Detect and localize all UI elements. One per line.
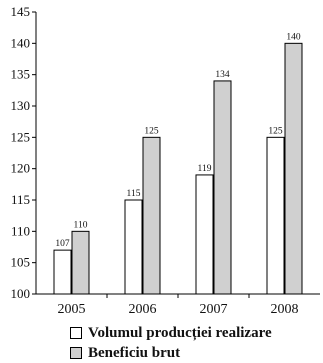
bar-1 — [266, 136, 285, 295]
data-label: 119 — [198, 164, 212, 174]
y-tick-label: 120 — [11, 161, 31, 176]
bar-1 — [53, 249, 72, 295]
data-label: 125 — [144, 126, 159, 136]
data-label: 110 — [74, 220, 88, 230]
y-tick-label: 145 — [11, 4, 31, 19]
y-tick-label: 140 — [11, 35, 31, 50]
bar-1 — [124, 199, 143, 295]
y-tick-label: 130 — [11, 98, 31, 113]
y-tick-label: 110 — [11, 223, 30, 238]
x-category-label: 2006 — [129, 302, 157, 317]
x-category-label: 2007 — [200, 302, 228, 317]
chart-bars — [53, 42, 303, 295]
data-label: 140 — [286, 32, 301, 42]
data-label: 115 — [127, 189, 141, 199]
x-category-label: 2008 — [271, 302, 299, 317]
data-label: 134 — [215, 70, 230, 80]
bar-2 — [213, 80, 232, 295]
legend-swatch-series-2 — [70, 347, 82, 359]
legend-item-series-2: Beneficiu brut — [70, 343, 272, 363]
legend-label-series-1: Volumul producției realizare — [88, 324, 272, 341]
chart-labels: 100 105 110 115 120 125 130 135 140 145 2005 107 110… — [11, 4, 301, 317]
y-tick-label: 100 — [11, 286, 31, 301]
legend-swatch-series-1 — [70, 327, 82, 339]
data-label: 125 — [268, 126, 283, 136]
x-category-label: 2005 — [58, 302, 86, 317]
legend-item-series-1: Volumul producției realizare — [70, 323, 272, 343]
y-tick-label: 115 — [11, 192, 30, 207]
y-tick-label: 125 — [11, 129, 31, 144]
bar-2 — [71, 230, 90, 295]
y-tick-label: 105 — [11, 255, 31, 270]
bar-2 — [284, 42, 303, 295]
chart-legend: Volumul producției realizare Beneficiu b… — [70, 323, 272, 363]
bar-1 — [195, 174, 214, 295]
legend-label-series-2: Beneficiu brut — [88, 344, 181, 361]
bar-2 — [142, 136, 161, 295]
y-tick-label: 135 — [11, 67, 31, 82]
data-label: 107 — [55, 239, 70, 249]
